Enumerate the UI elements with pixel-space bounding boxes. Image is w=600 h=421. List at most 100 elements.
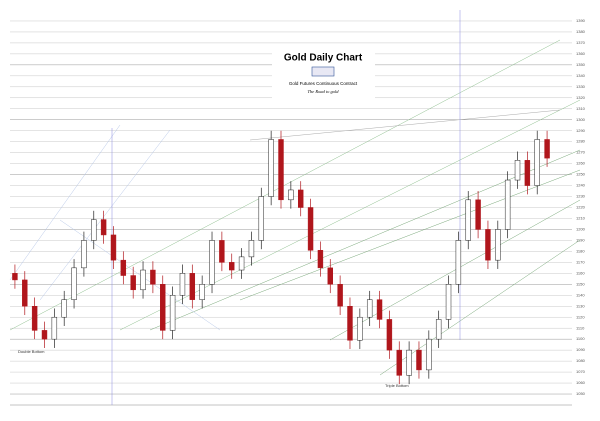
candle-body [337,284,343,307]
candle-body [61,299,67,318]
trendline [39,129,171,301]
candle-body [278,139,284,201]
y-tick-label: 1050 [576,391,586,396]
candle-body [179,273,186,296]
candle-body [475,199,481,230]
candle-body [406,349,412,376]
y-tick-label: 1130 [576,303,585,308]
candle-body [169,295,176,331]
candle-body [199,284,205,300]
candle-body [455,240,462,285]
candle-body [504,179,511,230]
trendline [119,99,581,331]
candle-body [41,330,48,340]
y-tick-label: 1350 [576,62,586,67]
y-tick-label: 1370 [576,40,586,45]
candle-body [258,196,265,241]
tagline: The Road to gold [307,89,339,94]
candle-body [495,229,501,261]
trendline [9,124,121,281]
y-tick-label: 1320 [576,95,586,100]
y-tick-label: 1330 [576,84,586,89]
y-tick-label: 1380 [576,29,586,34]
candle-body [238,256,245,271]
chart-title: Gold Daily Chart [284,53,363,64]
y-tick-label: 1140 [576,292,585,297]
trendline [9,39,561,331]
candle-body [91,219,97,241]
y-tick-label: 1060 [576,380,586,385]
y-tick-label: 1220 [576,205,586,210]
y-tick-label: 1110 [576,325,585,330]
y-tick-label: 1270 [576,150,586,155]
candle-body [219,240,225,263]
candle-body [435,319,442,340]
candle-body [130,275,136,291]
candle-body [514,160,521,181]
candle-body [534,139,540,186]
logo [311,66,335,77]
y-tick-label: 1240 [576,183,586,188]
candle-body [366,299,373,318]
candle-body [416,349,422,371]
candle-body [51,316,58,340]
y-tick-label: 1310 [576,106,586,111]
candle-body [160,284,166,331]
y-tick-label: 1250 [576,172,586,177]
candle-body [31,306,38,331]
candle-body [81,240,87,269]
y-tick-label: 1390 [576,18,586,23]
candle-body [327,267,333,285]
y-tick-label: 1200 [576,227,586,232]
y-tick-label: 1090 [576,347,586,352]
candle-body [100,219,107,236]
candle-body [544,139,550,159]
candle-body [22,279,28,307]
trendline [249,109,561,141]
chart-subtitle: Gold Futures Continuous Contract [289,81,358,86]
candle-body [268,139,274,197]
candles [12,130,550,385]
annotation: Double Bottom [18,349,45,354]
candle-body [485,229,491,261]
candle-body [71,267,77,300]
candle-body [110,234,117,261]
y-tick-label: 1100 [576,336,585,341]
y-tick-label: 1170 [576,259,585,264]
candle-body [524,160,531,186]
candle-body [140,269,146,291]
candle-body [426,338,432,371]
candle-body [297,189,304,208]
annotation: Triple Bottom [385,383,409,388]
candle-body [465,199,471,241]
y-tick-label: 1070 [576,369,586,374]
y-tick-label: 1190 [576,237,585,242]
y-tick-label: 1210 [576,216,586,221]
y-tick-label: 1340 [576,73,586,78]
y-tick-label: 1120 [576,314,585,319]
candle-body [386,319,393,351]
y-tick-label: 1300 [576,117,586,122]
y-tick-label: 1360 [576,51,586,56]
candle-body [150,269,156,285]
candle-body [347,306,353,341]
y-tick-label: 1280 [576,139,586,144]
y-tick-label: 1160 [576,270,585,275]
candle-body [209,240,215,285]
candle-body [445,284,452,320]
y-tick-label: 1150 [576,281,585,286]
candle-body [307,207,314,251]
y-tick-label: 1290 [576,128,586,133]
y-tick-label: 1080 [576,358,586,363]
candle-body [189,273,196,300]
candle-body [288,189,294,201]
y-tick-label: 1180 [576,248,585,253]
candle-body [12,273,18,281]
candle-body [317,250,324,269]
candle-body [396,349,402,376]
candle-body [248,240,255,258]
trendline [59,219,221,331]
candle-body [357,316,363,341]
y-tick-label: 1260 [576,161,586,166]
